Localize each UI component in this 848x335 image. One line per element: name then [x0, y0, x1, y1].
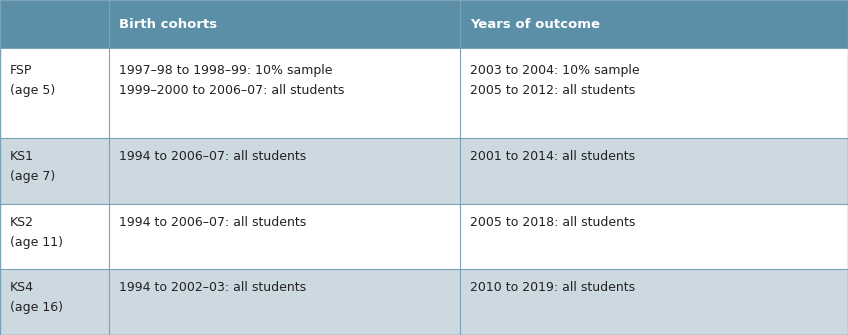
Text: 1997–98 to 1998–99: 10% sample
1999–2000 to 2006–07: all students: 1997–98 to 1998–99: 10% sample 1999–2000…: [119, 64, 344, 97]
Text: FSP
(age 5): FSP (age 5): [10, 64, 55, 97]
Text: KS4
(age 16): KS4 (age 16): [10, 281, 63, 314]
Text: Years of outcome: Years of outcome: [471, 17, 600, 30]
Bar: [0, 204, 848, 269]
Text: 2001 to 2014: all students: 2001 to 2014: all students: [471, 150, 636, 163]
Bar: [0, 48, 848, 138]
Bar: [0, 0, 109, 48]
Bar: [109, 0, 460, 48]
Text: 1994 to 2006–07: all students: 1994 to 2006–07: all students: [119, 150, 306, 163]
Text: KS2
(age 11): KS2 (age 11): [10, 216, 63, 249]
Text: 1994 to 2002–03: all students: 1994 to 2002–03: all students: [119, 281, 305, 294]
Bar: [0, 269, 848, 335]
Text: 2003 to 2004: 10% sample
2005 to 2012: all students: 2003 to 2004: 10% sample 2005 to 2012: a…: [471, 64, 640, 97]
Text: 1994 to 2006–07: all students: 1994 to 2006–07: all students: [119, 216, 306, 229]
Text: 2005 to 2018: all students: 2005 to 2018: all students: [471, 216, 636, 229]
Text: Birth cohorts: Birth cohorts: [119, 17, 217, 30]
Bar: [460, 0, 848, 48]
Text: KS1
(age 7): KS1 (age 7): [10, 150, 55, 183]
Text: 2010 to 2019: all students: 2010 to 2019: all students: [471, 281, 636, 294]
Bar: [0, 138, 848, 204]
